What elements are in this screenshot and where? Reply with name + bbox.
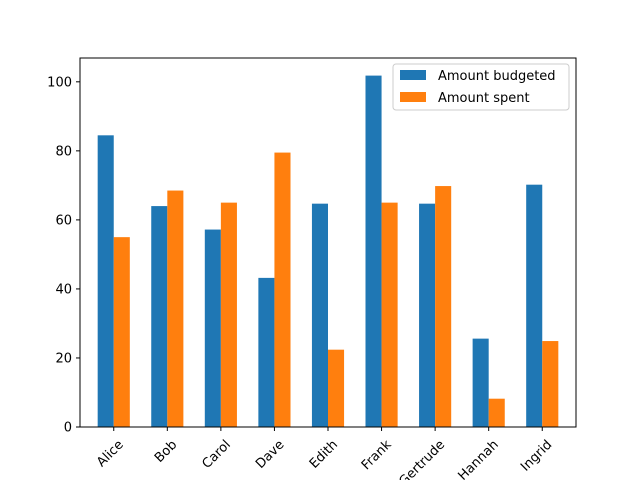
- bar-spent-hannah: [488, 398, 505, 427]
- x-tick-label-ingrid: Ingrid: [518, 437, 555, 474]
- legend-swatch-spent: [400, 92, 426, 102]
- bar-spent-gertrude: [435, 186, 452, 427]
- y-axis: 0 20 40 60 80 100: [47, 75, 80, 436]
- plot-frame: [79, 57, 577, 428]
- bar-budgeted-edith: [311, 203, 328, 427]
- bar-budgeted-carol: [204, 229, 221, 427]
- bar-spent-edith: [328, 349, 345, 427]
- bar-budgeted-ingrid: [526, 184, 543, 427]
- y-tick-label: 20: [55, 351, 72, 366]
- bar-spent-ingrid: [542, 341, 559, 427]
- bar-spent-dave: [274, 152, 291, 427]
- bar-spent-alice: [113, 237, 130, 427]
- x-tick-label-carol: Carol: [200, 437, 234, 471]
- y-tick-label: 80: [55, 144, 72, 159]
- legend: Amount budgeted Amount spent: [392, 63, 570, 111]
- bar-budgeted-alice: [97, 135, 114, 427]
- x-tick-label-alice: Alice: [94, 437, 127, 470]
- x-tick-label-gertrude: Gertrude: [396, 437, 448, 480]
- bar-spent-frank: [381, 202, 398, 427]
- bar-budgeted-hannah: [472, 338, 489, 427]
- y-tick-label: 0: [64, 421, 72, 436]
- x-tick-label-dave: Dave: [253, 437, 287, 471]
- y-tick-label: 60: [55, 213, 72, 228]
- legend-swatch-budgeted: [400, 70, 426, 80]
- legend-label-spent: Amount spent: [438, 91, 530, 106]
- x-axis: Alice Bob Carol Dave Edith Frank Gertrude Hanna…: [94, 427, 555, 480]
- x-tick-label-bob: Bob: [152, 437, 180, 465]
- x-tick-label-frank: Frank: [359, 437, 395, 473]
- bars-layer: [97, 75, 559, 427]
- y-tick-label: 100: [47, 75, 72, 90]
- legend-box: [392, 63, 570, 111]
- legend-label-budgeted: Amount budgeted: [438, 69, 556, 84]
- bar-budgeted-dave: [258, 277, 275, 427]
- x-tick-label-edith: Edith: [307, 437, 341, 471]
- bar-spent-carol: [220, 202, 237, 427]
- bar-budgeted-gertrude: [419, 203, 436, 427]
- x-tick-label-hannah: Hannah: [455, 437, 501, 480]
- bar-spent-bob: [167, 190, 184, 427]
- bar-budgeted-bob: [151, 206, 168, 427]
- y-tick-label: 40: [55, 282, 72, 297]
- bar-budgeted-frank: [365, 75, 382, 427]
